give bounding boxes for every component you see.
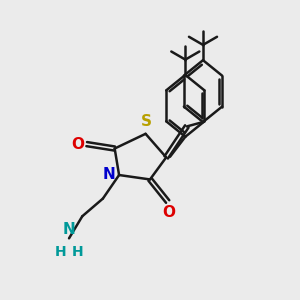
Text: O: O — [71, 136, 84, 152]
Text: O: O — [163, 205, 176, 220]
Text: S: S — [141, 113, 152, 128]
Text: H: H — [55, 245, 67, 259]
Text: N: N — [63, 222, 75, 237]
Text: H: H — [71, 245, 83, 259]
Text: N: N — [103, 167, 116, 182]
